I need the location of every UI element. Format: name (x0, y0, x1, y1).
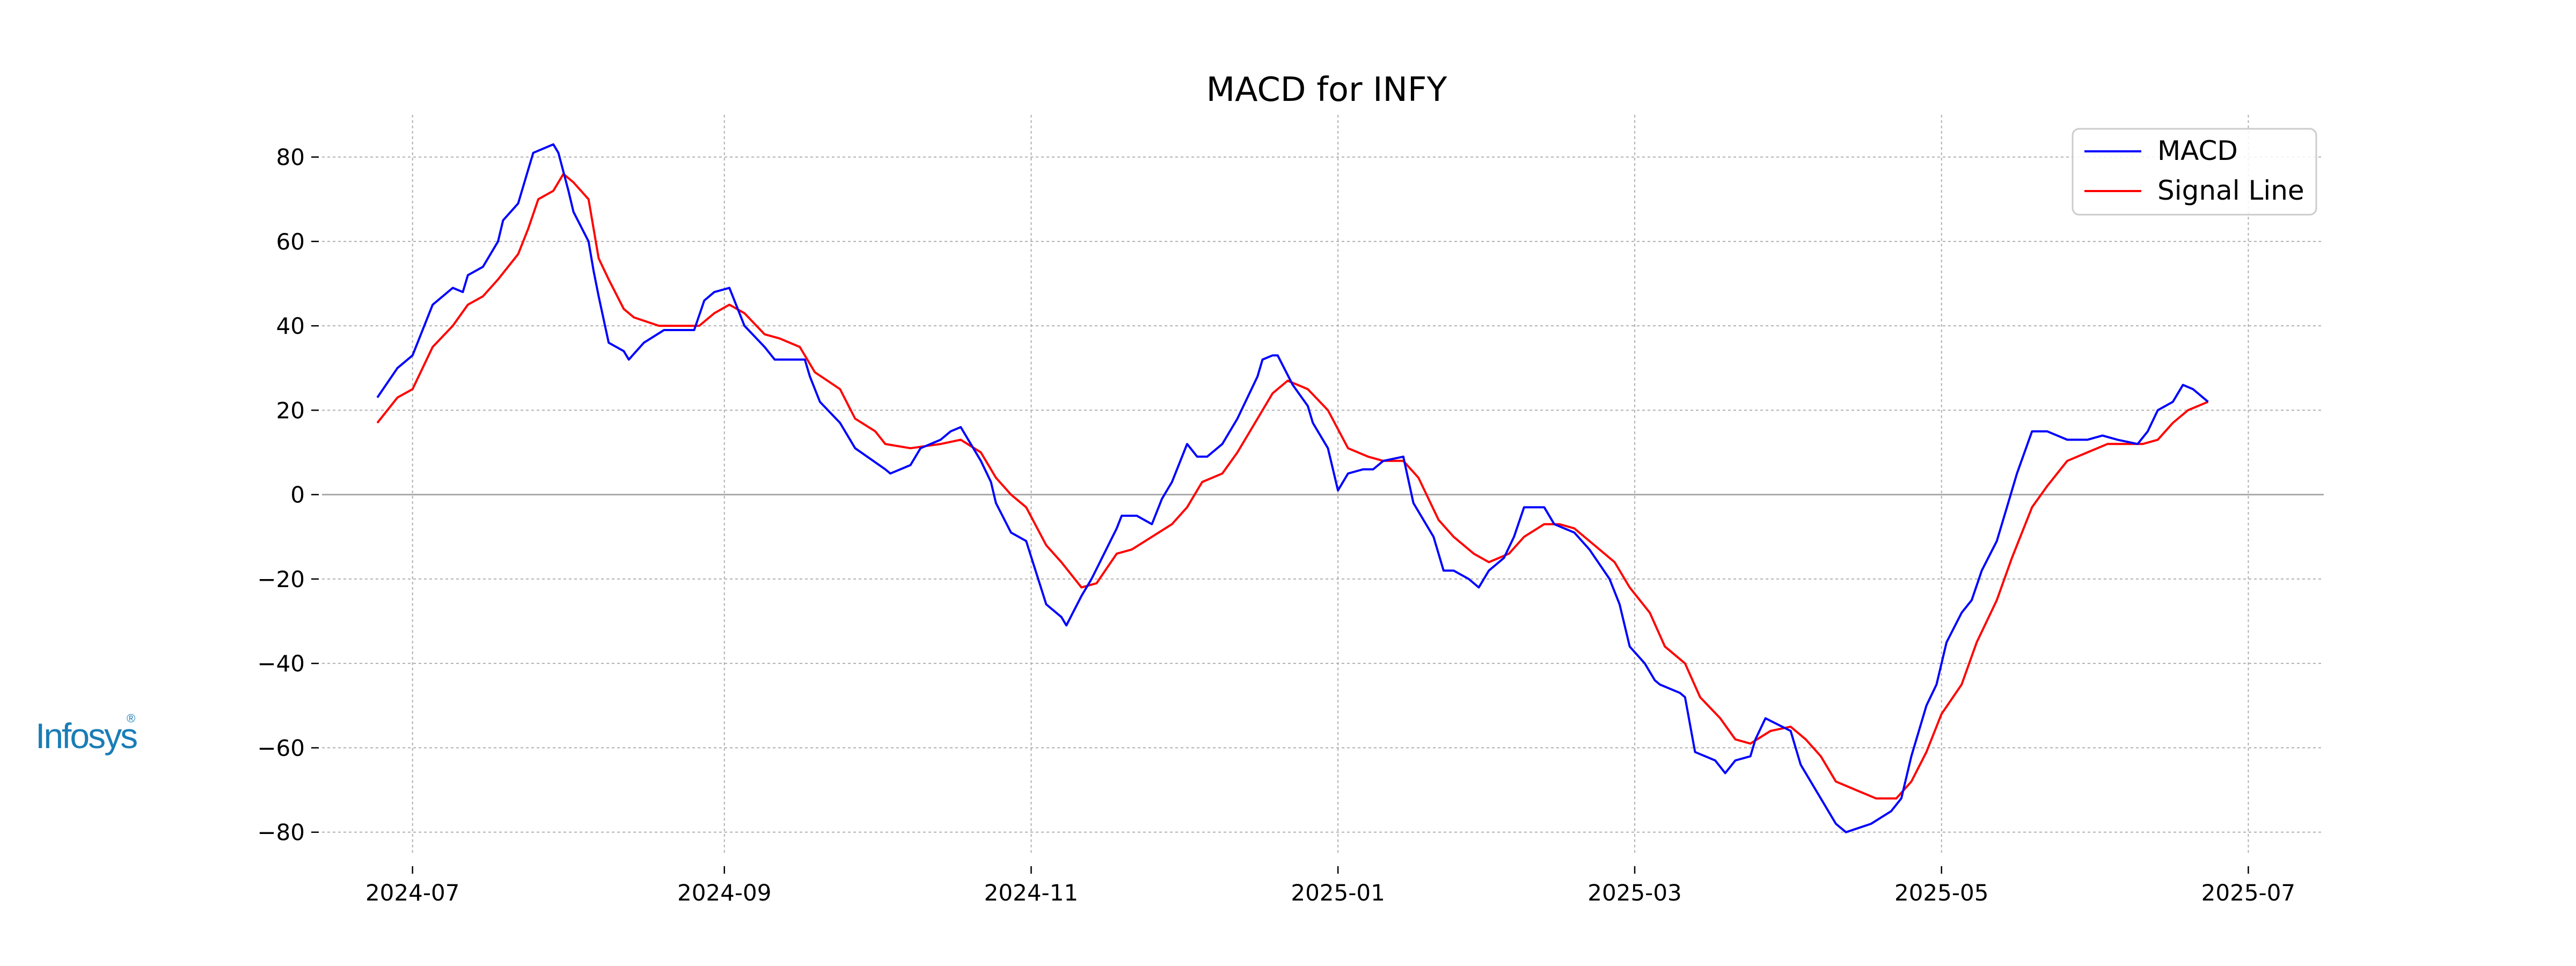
series-line-signal-line (376, 173, 2209, 800)
y-tick-label: −60 (257, 735, 305, 761)
x-tick-label: 2025-07 (2201, 880, 2296, 906)
x-tick-label: 2024-11 (984, 880, 1079, 906)
y-tick-label: 60 (276, 229, 305, 255)
x-tick-label: 2025-05 (1894, 880, 1989, 906)
x-tick-label: 2024-07 (365, 880, 460, 906)
logo-wordmark: Infosys (35, 716, 137, 756)
legend-label-signal-line: Signal Line (2157, 175, 2304, 206)
y-tick-label: 40 (276, 313, 305, 339)
x-tick-label: 2025-03 (1587, 880, 1682, 906)
y-tick-label: −20 (257, 566, 305, 592)
x-axis: 2024-07 2024-09 2024-11 2025-01 2025-03 2025-… (365, 866, 2295, 906)
chart-title: MACD for INFY (1206, 70, 1447, 109)
series-line-macd (376, 143, 2209, 833)
y-tick-label: −40 (257, 650, 305, 677)
x-tick-label: 2024-09 (677, 880, 772, 906)
series-layer (376, 143, 2209, 833)
legend: MACD Signal Line (2072, 128, 2317, 216)
y-tick-label: −80 (257, 819, 305, 846)
y-axis: 80 60 40 20 0 −20 −40 −60 −80 (257, 144, 319, 846)
y-tick-label: 20 (276, 397, 305, 423)
infosys-logo: Infosys ® (35, 712, 138, 756)
x-tick-label: 2025-01 (1291, 880, 1385, 906)
y-tick-label: 0 (290, 482, 305, 508)
y-tick-label: 80 (276, 144, 305, 171)
logo-registered-mark: ® (127, 712, 135, 725)
legend-label-macd: MACD (2157, 135, 2238, 166)
